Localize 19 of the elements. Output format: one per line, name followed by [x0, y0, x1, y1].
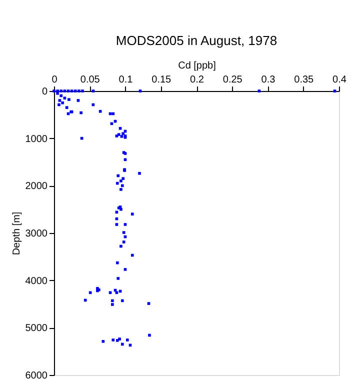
x-tick-label: 0.25 [222, 74, 243, 86]
y-tick-label: 3000 [25, 228, 48, 240]
x-tick-label: 0.4 [332, 74, 347, 86]
y-axis-title: Depth [m] [11, 212, 22, 256]
x-tick-label: 0.1 [118, 74, 134, 86]
chart-title: MODS2005 in August, 1978 [116, 33, 278, 48]
y-tick-label: 1000 [25, 134, 48, 145]
y-tick-label: 5000 [25, 323, 48, 334]
y-tick-label: 0 [42, 86, 48, 98]
y-tick-label: 4000 [25, 276, 48, 287]
x-tick-label: 0.15 [152, 74, 172, 86]
x-axis-title: Cd [ppb] [178, 60, 216, 72]
y-tick-label: 2000 [25, 181, 48, 192]
x-tick-label: 0.2 [190, 74, 204, 86]
x-tick-label: 0.05 [80, 74, 100, 86]
x-tick-label: 0 [52, 74, 58, 86]
x-tick-label: 0.35 [294, 74, 314, 86]
y-tick-label: 6000 [25, 370, 48, 382]
x-tick-label: 0.3 [261, 74, 276, 86]
